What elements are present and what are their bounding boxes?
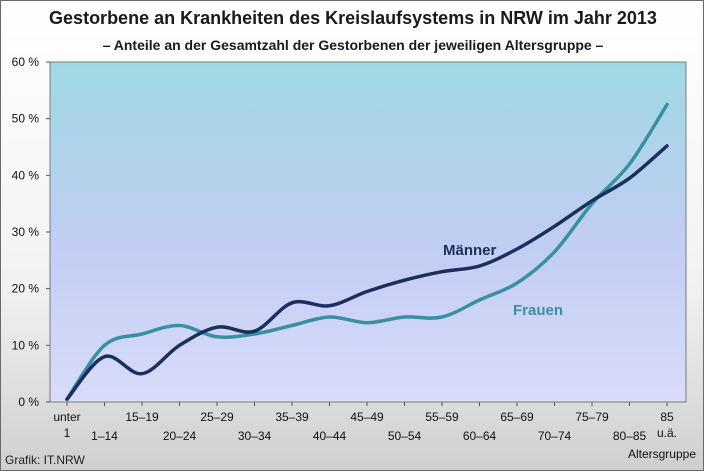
x-tick-label: 40–44 (313, 429, 347, 443)
plot-area (49, 61, 687, 403)
x-tick-label: 45–49 (350, 410, 384, 424)
series-label-frauen: Frauen (513, 302, 563, 319)
x-tick-label: 1–14 (91, 429, 118, 443)
x-tick-label: 55–59 (425, 410, 459, 424)
series-line-frauen (65, 102, 669, 401)
y-tick-label: 30 % (12, 225, 40, 239)
x-tick-label: 25–29 (200, 410, 234, 424)
y-tick-label: 50 % (12, 112, 40, 126)
x-tick-label: 20–24 (163, 429, 197, 443)
chart-title: Gestorbene an Krankheiten des Kreislaufs… (49, 8, 657, 28)
y-tick-label: 10 % (12, 338, 40, 352)
y-tick-label: 0 % (18, 395, 39, 409)
y-tick-label: 60 % (12, 55, 40, 69)
x-tick-label: unter 1 (53, 410, 80, 440)
x-tick-label: 80–85 (613, 429, 647, 443)
x-tick-label: 30–34 (238, 429, 272, 443)
y-tick-label: 20 % (12, 282, 40, 296)
y-tick-label: 40 % (12, 168, 40, 182)
series-line-maenner (65, 144, 669, 401)
x-tick-label: 60–64 (463, 429, 497, 443)
x-tick-label: 85 u.ä. (657, 410, 677, 440)
x-axis-title: Altersgruppe (628, 447, 696, 461)
x-tick-label: 35–39 (275, 410, 309, 424)
x-tick-label: 65–69 (500, 410, 534, 424)
x-tick-label: 15–19 (125, 410, 159, 424)
x-tick-label: 50–54 (388, 429, 422, 443)
series-label-maenner: Männer (443, 242, 497, 259)
chart-subtitle: – Anteile an der Gesamtzahl der Gestorbe… (102, 37, 604, 53)
x-tick-label: 75–79 (575, 410, 609, 424)
x-tick-label: 70–74 (538, 429, 572, 443)
source-credit: Grafik: IT.NRW (5, 453, 85, 467)
